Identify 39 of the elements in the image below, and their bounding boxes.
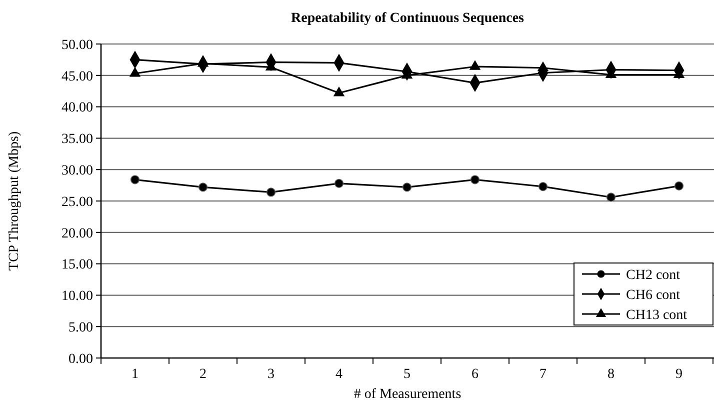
point (402, 182, 412, 192)
x-tick-label: 1 (132, 367, 138, 382)
y-tick-label: 20.00 (62, 226, 93, 242)
x-tick-label: 6 (472, 367, 478, 382)
y-tick-label: 0.00 (68, 352, 93, 367)
x-tick-label: 3 (268, 367, 274, 382)
y-axis-title: TCP Throughput (Mbps) (7, 131, 22, 271)
point (469, 60, 481, 70)
y-tick-label: 10.00 (62, 289, 93, 304)
x-tick-label: 4 (336, 367, 342, 382)
point (130, 175, 140, 184)
x-axis-title: # of Measurements (354, 387, 462, 402)
point (129, 67, 141, 77)
y-tick-label: 30.00 (62, 164, 93, 178)
x-tick-label: 2 (200, 367, 206, 382)
point (266, 188, 276, 197)
x-tick-label: 9 (676, 367, 682, 382)
point (606, 192, 616, 202)
y-tick-label: 45.00 (62, 69, 93, 84)
y-tick-label: 35.00 (62, 132, 93, 148)
legend-label: CH6 cont (626, 288, 680, 303)
point (198, 182, 208, 192)
point (674, 181, 684, 191)
legend-label: CH13 cont (626, 308, 688, 323)
legend-label: CH2 cont (626, 268, 680, 283)
point (334, 178, 344, 188)
y-tick-label: 40.00 (62, 100, 93, 116)
x-tick-label: 5 (404, 367, 410, 382)
point (538, 182, 548, 192)
y-tick-label: 15.00 (62, 258, 93, 273)
x-tick-label: 8 (608, 367, 614, 382)
chart-title: Repeatability of Continuous Sequences (291, 11, 525, 26)
y-tick-label: 5.00 (68, 320, 93, 336)
y-tick-label: 50.00 (62, 38, 93, 53)
point (470, 175, 480, 184)
point (333, 86, 345, 96)
point (537, 61, 549, 72)
x-tick-label: 7 (540, 367, 546, 382)
y-tick-label: 25.00 (62, 194, 93, 210)
